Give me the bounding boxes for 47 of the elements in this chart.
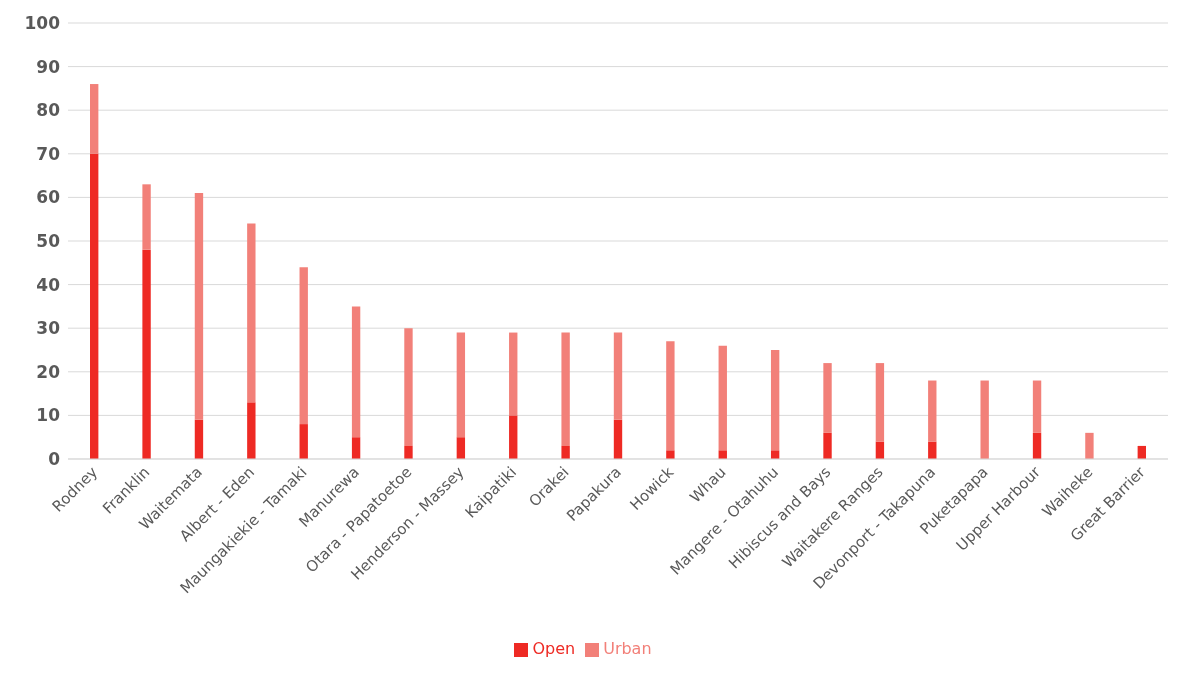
bar (980, 380, 989, 459)
bar (1032, 380, 1042, 433)
bar (90, 84, 99, 154)
y-tick-label: 30 (36, 318, 61, 339)
bar (823, 432, 832, 459)
bar (561, 332, 570, 446)
y-tick-label: 0 (48, 449, 61, 470)
bar (613, 332, 623, 420)
bar (351, 437, 361, 459)
bar (299, 424, 308, 459)
bar (509, 332, 518, 416)
bar (875, 363, 885, 442)
y-tick-label: 100 (24, 13, 61, 34)
bar (666, 450, 675, 459)
bar (613, 419, 623, 459)
bar (299, 267, 308, 425)
y-tick-label: 70 (36, 143, 61, 164)
bar (247, 402, 256, 459)
bar (194, 193, 204, 420)
y-tick-label: 60 (36, 187, 61, 208)
bar (666, 341, 675, 451)
legend-label: Open (532, 639, 576, 658)
bar (561, 445, 570, 459)
bar (509, 415, 518, 459)
y-tick-label: 80 (36, 100, 61, 121)
bar (1032, 432, 1042, 459)
bar (404, 445, 413, 459)
bar (247, 223, 256, 403)
bar (718, 345, 727, 451)
y-tick-label: 10 (36, 405, 61, 426)
bar (194, 419, 204, 459)
bar (928, 380, 937, 442)
y-tick-label: 40 (36, 274, 61, 295)
bar (456, 437, 466, 459)
y-tick-label: 20 (36, 361, 61, 382)
bar (456, 332, 466, 438)
bar (351, 306, 361, 438)
y-tick-label: 90 (36, 56, 61, 77)
bar (1085, 432, 1094, 459)
bar (404, 328, 413, 446)
bar (142, 249, 151, 459)
bar (90, 153, 99, 459)
legend-label: Urban (603, 639, 652, 658)
bar (142, 184, 151, 250)
y-tick-label: 50 (36, 231, 61, 252)
bar (823, 363, 832, 433)
bar (770, 350, 780, 451)
